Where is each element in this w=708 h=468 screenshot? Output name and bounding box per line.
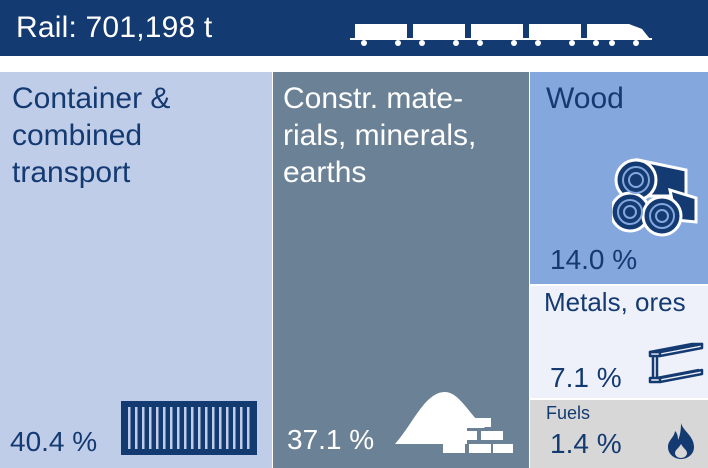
- tile-label: Container & combined transport: [12, 82, 171, 189]
- chart-header: Rail: 701,198 t: [0, 0, 708, 56]
- tile-value: 7.1 %: [550, 362, 622, 393]
- tile-wood: Wood 14.0 %: [530, 72, 708, 284]
- tile-value: 14.0 %: [550, 244, 638, 275]
- tile-container-combined-transport: Container & combined transport 40.4 %: [0, 72, 272, 468]
- freight-train-icon: [350, 24, 652, 46]
- tile-label: Wood: [546, 82, 624, 115]
- tile-fuels: Fuels 1.4 %: [530, 400, 708, 468]
- tile-value: 40.4 %: [10, 426, 98, 457]
- tile-metals-ores: Metals, ores 7.1 %: [530, 286, 708, 398]
- tile-label: Metals, ores: [544, 287, 686, 317]
- tile-label: Constr. mate- rials, minerals, earths: [283, 82, 477, 189]
- tile-construction-materials: Constr. mate- rials, minerals, earths 37…: [273, 72, 529, 468]
- flame-icon: [668, 423, 694, 459]
- chart-title: Rail: 701,198 t: [16, 11, 213, 44]
- tile-label: Fuels: [546, 403, 591, 423]
- sand-pile-bricks-icon: [395, 392, 513, 453]
- shipping-container-icon: [121, 401, 257, 455]
- steel-beam-icon: [648, 342, 704, 384]
- tile-value: 37.1 %: [287, 424, 375, 455]
- logs-icon: [612, 158, 698, 237]
- tile-value: 1.4 %: [550, 428, 622, 459]
